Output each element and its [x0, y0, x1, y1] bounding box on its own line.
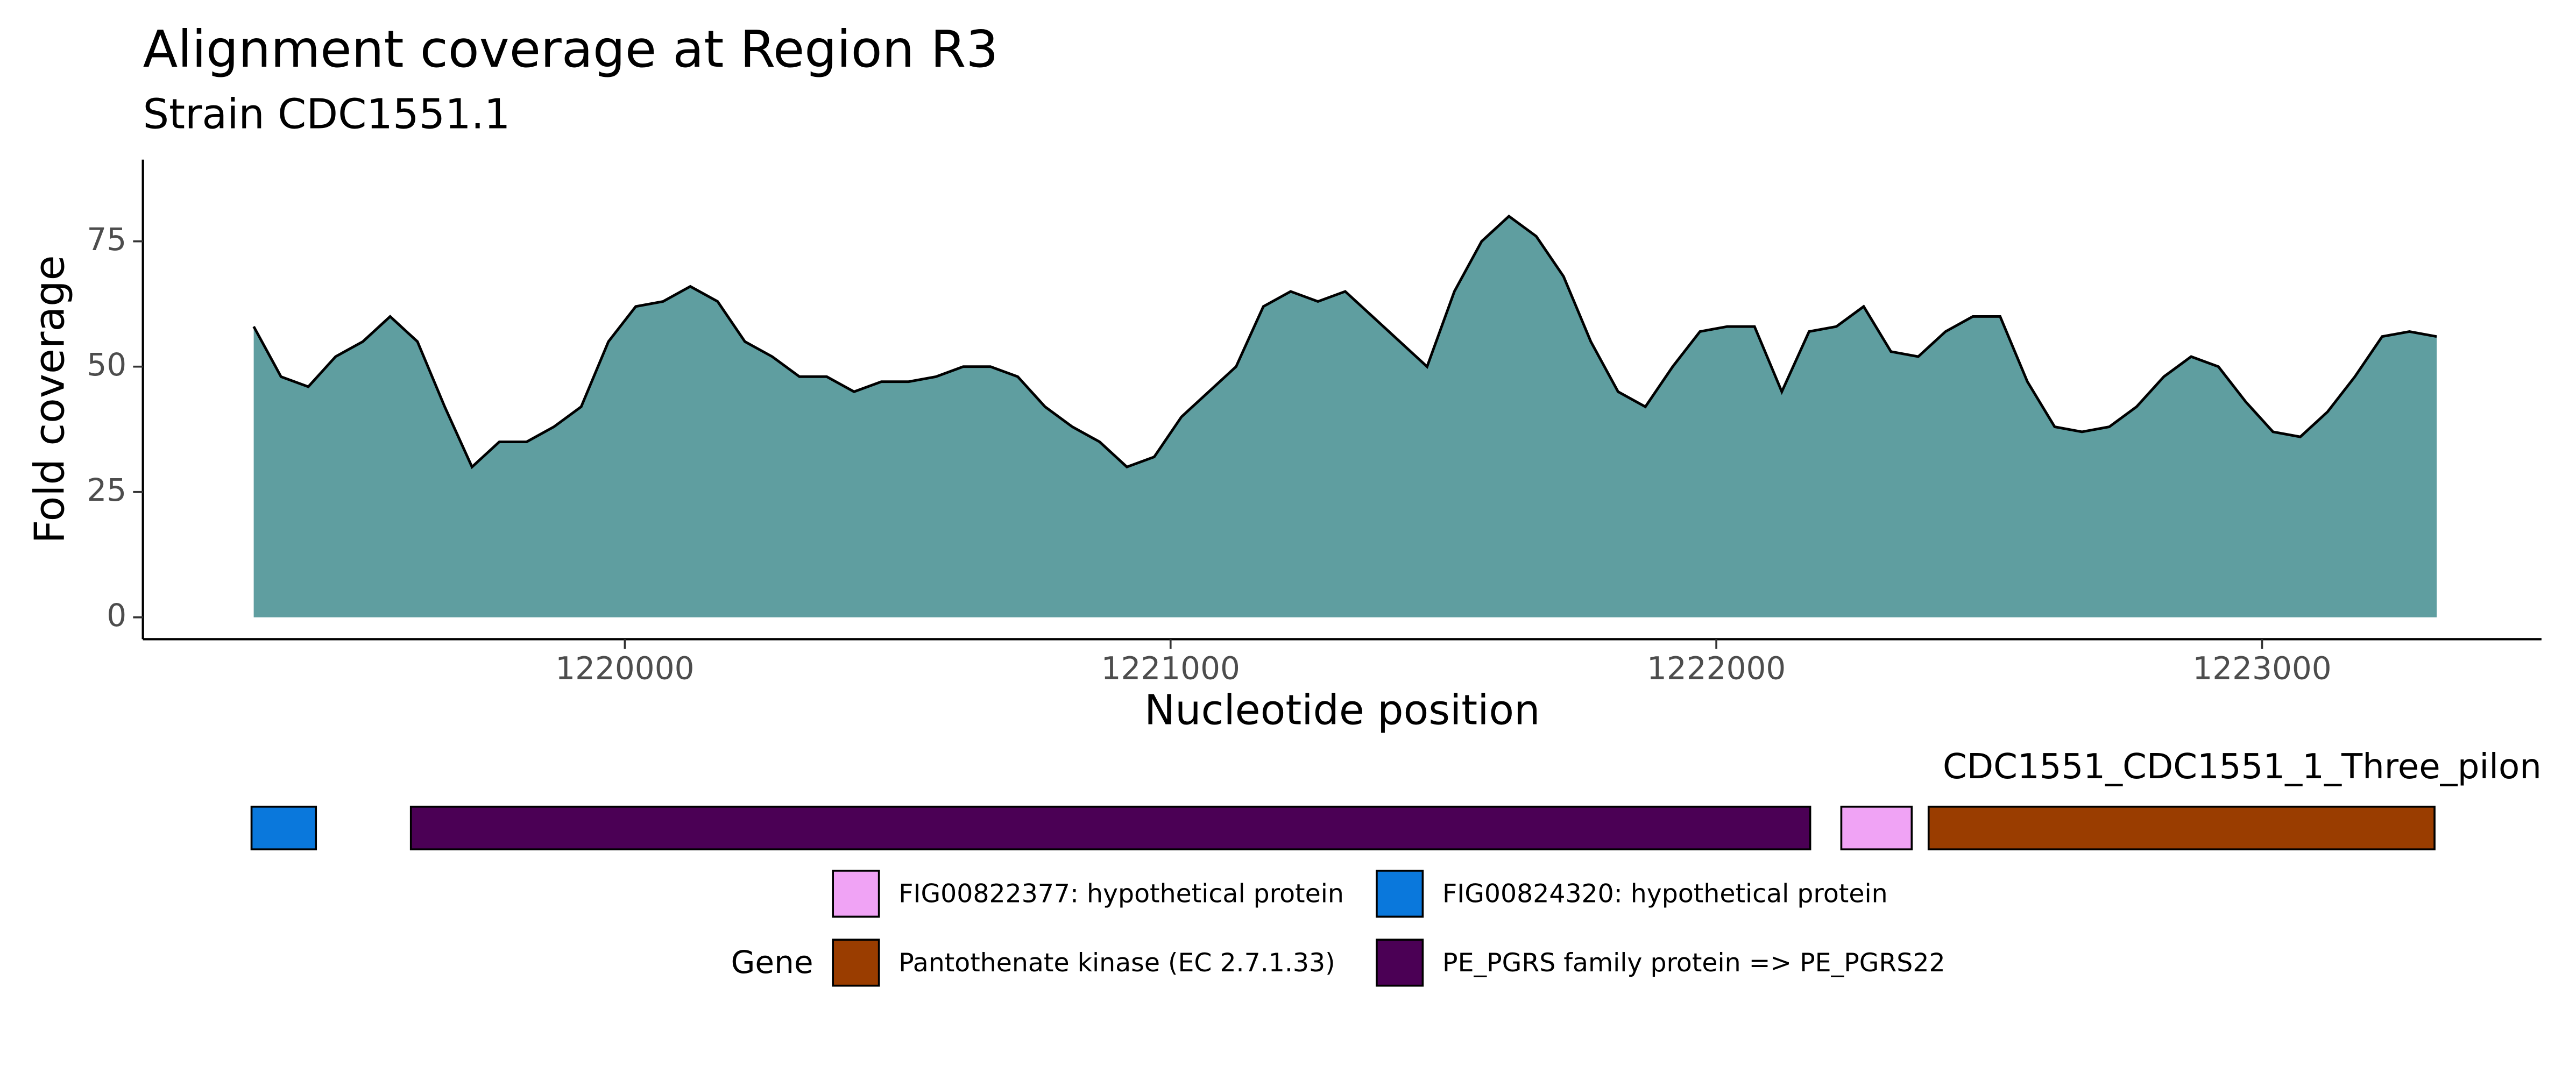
x-tick-label: 1221000: [1101, 650, 1240, 686]
x-tick-label: 1220000: [555, 650, 694, 686]
legend-label: Pantothenate kinase (EC 2.7.1.33): [898, 948, 1335, 978]
y-tick-label: 0: [107, 597, 126, 634]
y-tick-label: 50: [87, 346, 126, 383]
coverage-area: [253, 216, 2437, 617]
legend-label: FIG00824320: hypothetical protein: [1442, 879, 1888, 909]
gene-block: [250, 805, 317, 851]
legend-label: PE_PGRS family protein => PE_PGRS22: [1442, 948, 1945, 978]
legend-title: Gene: [731, 944, 813, 980]
y-axis-title: Fold coverage: [26, 255, 74, 543]
track-title: CDC1551_CDC1551_1_Three_pilon: [1943, 747, 2542, 787]
y-tick-label: 75: [87, 221, 126, 258]
legend-swatch: [832, 939, 880, 987]
y-tick-label: 25: [87, 472, 126, 508]
x-tick-label: 1223000: [2192, 650, 2331, 686]
chart-subtitle: Strain CDC1551.1: [143, 90, 511, 138]
coverage-line: [252, 214, 2437, 470]
legend-swatch: [832, 870, 880, 918]
legend-label: FIG00822377: hypothetical protein: [898, 879, 1344, 909]
chart-title: Alignment coverage at Region R3: [143, 20, 999, 79]
legend-swatch: [1376, 870, 1424, 918]
x-tick-label: 1222000: [1647, 650, 1786, 686]
x-axis-title: Nucleotide position: [1144, 687, 1540, 735]
gene-block: [409, 805, 1811, 851]
gene-block: [1927, 805, 2436, 851]
legend-swatch: [1376, 939, 1424, 987]
gene-block: [1840, 805, 1913, 851]
